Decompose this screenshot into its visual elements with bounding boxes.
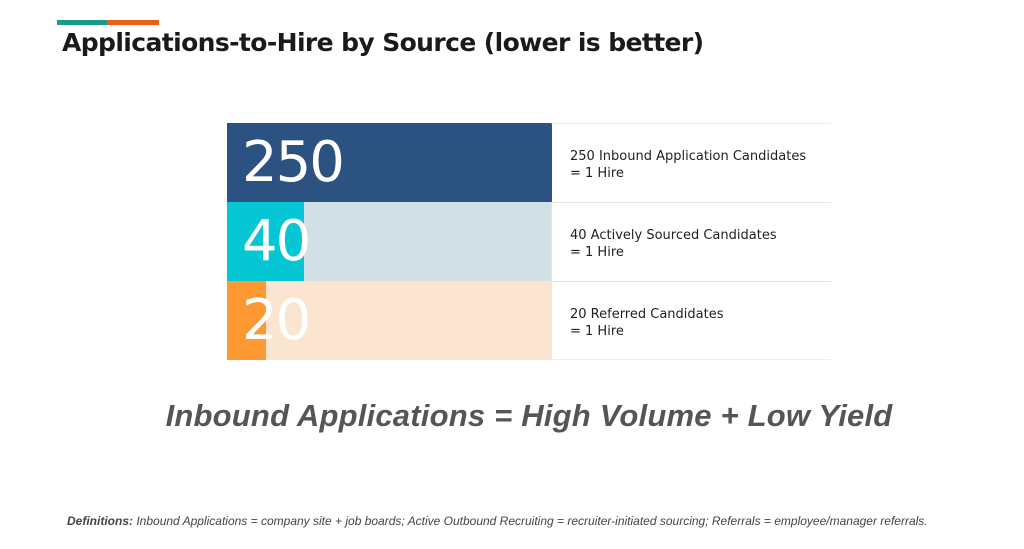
bar-background	[227, 281, 551, 360]
accent-segment-teal	[57, 20, 107, 25]
bar-value: 20	[242, 288, 311, 353]
row-label-line2: = 1 Hire	[570, 245, 624, 260]
bar-fill-referred	[227, 281, 266, 360]
chart-row-referred: 20 20 Referred Candidates = 1 Hire	[227, 281, 831, 360]
definitions-text: Inbound Applications = company site + jo…	[133, 514, 928, 528]
bar-area: 20	[227, 281, 551, 360]
row-label-line2: = 1 Hire	[570, 324, 624, 339]
row-label: 40 Actively Sourced Candidates = 1 Hire	[551, 202, 831, 281]
chart-row-sourced: 40 40 Actively Sourced Candidates = 1 Hi…	[227, 202, 831, 281]
row-label: 20 Referred Candidates = 1 Hire	[551, 281, 831, 360]
row-label: 250 Inbound Application Candidates = 1 H…	[551, 123, 831, 202]
row-label-line1: 250 Inbound Application Candidates	[570, 149, 807, 164]
bar-area: 250	[227, 123, 551, 202]
definitions-footnote: Definitions: Inbound Applications = comp…	[67, 514, 928, 528]
definitions-lead: Definitions:	[67, 514, 133, 528]
bar-value: 250	[242, 130, 345, 195]
bar-value: 40	[242, 209, 311, 274]
bar-fill-sourced	[227, 202, 304, 281]
applications-to-hire-chart: 250 250 Inbound Application Candidates =…	[227, 123, 831, 360]
row-label-line2: = 1 Hire	[570, 166, 624, 181]
bar-area: 40	[227, 202, 551, 281]
chart-row-inbound: 250 250 Inbound Application Candidates =…	[227, 123, 831, 202]
row-label-line1: 40 Actively Sourced Candidates	[570, 228, 777, 243]
accent-segment-orange	[107, 20, 159, 25]
row-label-line1: 20 Referred Candidates	[570, 307, 724, 322]
bar-fill-inbound	[227, 123, 551, 202]
tagline: Inbound Applications = High Volume + Low…	[165, 398, 893, 433]
accent-bar	[57, 20, 159, 25]
slide-title: Applications-to-Hire by Source (lower is…	[62, 28, 704, 57]
